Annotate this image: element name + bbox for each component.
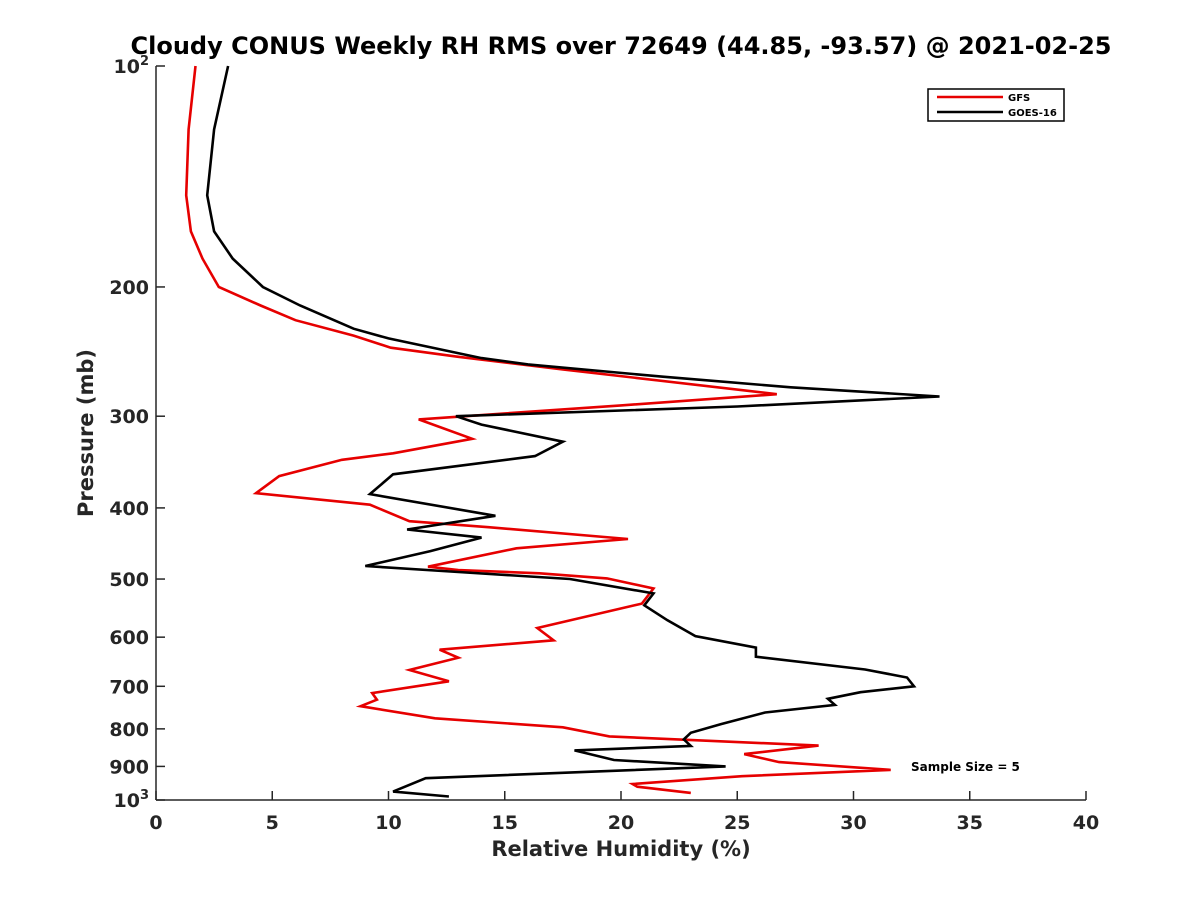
x-tick-label: 35 — [957, 812, 983, 834]
x-tick-label: 40 — [1073, 812, 1099, 834]
x-tick-label: 30 — [840, 812, 866, 834]
legend-label-goes16: GOES-16 — [1008, 108, 1057, 119]
y-tick-label: 900 — [109, 756, 149, 778]
series-line-goes16 — [205, 65, 940, 798]
y-tick-label: 400 — [109, 498, 149, 520]
y-axis-label: Pressure (mb) — [74, 349, 98, 517]
y-tick-label: 103 — [114, 788, 150, 812]
x-tick-label: 15 — [492, 812, 518, 834]
y-tick-label: 500 — [109, 569, 149, 591]
sample-size-annotation: Sample Size = 5 — [911, 760, 1020, 774]
y-tick-label: 300 — [109, 406, 149, 428]
x-tick-label: 25 — [724, 812, 750, 834]
x-tick-label: 0 — [149, 812, 162, 834]
x-tick-label: 20 — [608, 812, 634, 834]
legend-label-gfs: GFS — [1008, 93, 1030, 104]
x-tick-label: 5 — [266, 812, 279, 834]
plot-area — [155, 66, 1086, 801]
series-layer — [184, 65, 940, 798]
x-axis-label: Relative Humidity (%) — [491, 837, 750, 861]
y-tick-label: 700 — [109, 676, 149, 698]
series-line-gfs — [184, 65, 891, 795]
y-tick-label: 200 — [109, 277, 149, 299]
x-ticks: 0 5 10 15 20 25 30 35 40 — [149, 791, 1099, 834]
y-tick-label: 800 — [109, 719, 149, 741]
legend: GFS GOES-16 — [927, 88, 1065, 122]
legend-box — [927, 88, 1065, 122]
y-tick-label: 600 — [109, 627, 149, 649]
y-tick-label: 102 — [114, 54, 150, 78]
x-tick-label: 10 — [375, 812, 401, 834]
chart-title: Cloudy CONUS Weekly RH RMS over 72649 (4… — [131, 32, 1112, 60]
y-ticks: 102 200 300 400 500 600 700 800 900 103 — [109, 54, 165, 812]
